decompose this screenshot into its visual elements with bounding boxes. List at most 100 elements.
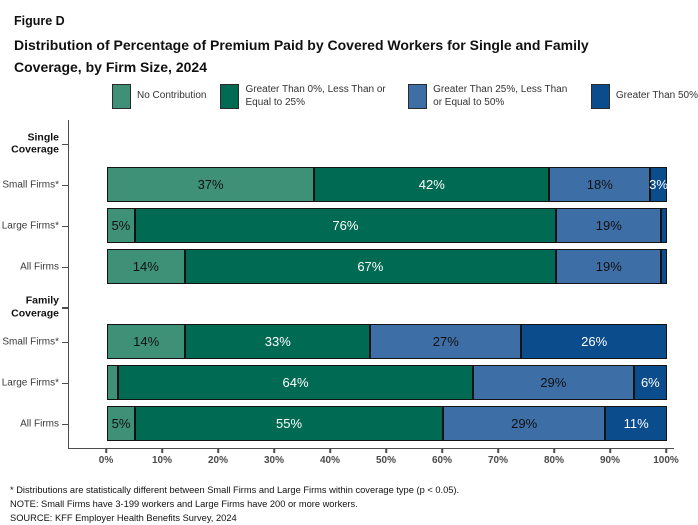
x-tick-label: 20% [207, 455, 229, 466]
x-tick-mark [105, 449, 107, 453]
bar-segment: 37% [107, 167, 315, 202]
legend-label: No Contribution [137, 90, 207, 102]
bar-row: Large Firms* 64% 29% 6% [2, 365, 674, 400]
bar-row: Small Firms* 14% 33% 27% 26% [2, 324, 674, 359]
bar-segment: 76% [134, 208, 557, 243]
bar-segment: 11% [605, 406, 667, 441]
legend-item: No Contribution [112, 84, 206, 109]
category-label: Small Firms* [2, 179, 59, 190]
legend-item: Greater Than 50% [590, 84, 698, 109]
x-tick-mark [161, 449, 163, 453]
category-label: Large Firms* [1, 377, 59, 388]
x-tick-label: 100% [653, 455, 679, 466]
bar-segment: 6% [633, 365, 667, 400]
x-tick-mark [441, 449, 443, 453]
bar-segment: 19% [556, 249, 662, 284]
bar-row: All Firms 5% 55% 29% 11% [20, 406, 674, 441]
legend-swatch-icon [590, 84, 610, 109]
bar-segment: 5% [107, 208, 135, 243]
bar-segment [661, 249, 667, 284]
legend-swatch-icon [408, 84, 428, 109]
bar-segment [661, 208, 667, 243]
group-label: Single Coverage [11, 130, 59, 156]
bar-row: Large Firms* 5% 76% 19% [2, 208, 674, 243]
y-tick [62, 225, 68, 227]
legend: No Contribution Greater Than 0%, Less Tha… [112, 84, 698, 109]
category-label: Large Firms* [1, 220, 59, 231]
x-axis: 0% 10% 20% 30% 40% 50% 60% 70% 80% 90% 100% [68, 449, 698, 473]
legend-label: Greater Than 25%, Less Than or Equal to … [433, 84, 568, 108]
figure-label: Figure D [14, 14, 65, 28]
footnotes: * Distributions are statistically differ… [10, 484, 690, 525]
x-tick-mark [217, 449, 219, 453]
group-row: Family Coverage [11, 290, 674, 324]
x-tick-label: 70% [487, 455, 509, 466]
x-tick-mark [329, 449, 331, 453]
category-label: All Firms [20, 418, 59, 429]
bar-row: All Firms 14% 67% 19% [20, 249, 674, 284]
stacked-bar: 14% 33% 27% 26% [107, 324, 667, 359]
category-label: All Firms [20, 261, 59, 272]
y-tick [62, 143, 68, 145]
x-tick-label: 60% [431, 455, 453, 466]
bar-segment: 64% [118, 365, 473, 400]
bar-segment: 18% [549, 167, 651, 202]
bar-segment: 19% [556, 208, 662, 243]
x-tick-label: 40% [319, 455, 341, 466]
bar-segment: 29% [443, 406, 606, 441]
x-tick-mark [497, 449, 499, 453]
stacked-bar: 64% 29% 6% [107, 365, 667, 400]
stacked-bar: 5% 76% 19% [107, 208, 667, 243]
bar-segment: 29% [472, 365, 634, 400]
x-tick-mark [609, 449, 611, 453]
stacked-bar: 37% 42% 18% 3% [107, 167, 668, 202]
x-tick-label: 90% [599, 455, 621, 466]
legend-item: Greater Than 25%, Less Than or Equal to … [408, 84, 577, 109]
bar-segment: 14% [107, 249, 185, 284]
figure-title: Distribution of Percentage of Premium Pa… [14, 37, 589, 75]
x-tick-label: 50% [375, 455, 397, 466]
bar-segment: 42% [314, 167, 550, 202]
y-tick [62, 382, 68, 384]
legend-label: Greater Than 50% [615, 90, 698, 102]
y-tick [62, 266, 68, 268]
x-tick-mark [665, 449, 667, 453]
y-tick [62, 341, 68, 343]
category-label: Small Firms* [2, 336, 59, 347]
legend-item: Greater Than 0%, Less Than or Equal to 2… [220, 84, 394, 109]
bar-segment: 26% [521, 324, 667, 359]
x-tick-label: 80% [543, 455, 565, 466]
y-tick [62, 307, 68, 309]
x-tick-label: 0% [98, 455, 114, 466]
bar-row: Small Firms* 37% 42% 18% 3% [2, 167, 674, 202]
footnote-note: NOTE: Small Firms have 3-199 workers and… [10, 498, 358, 509]
bar-segment: 5% [107, 406, 135, 441]
stacked-bar: 5% 55% 29% 11% [107, 406, 667, 441]
legend-swatch-icon [112, 84, 131, 109]
bar-segment: 67% [184, 249, 557, 284]
legend-swatch-icon [220, 84, 240, 109]
x-tick-label: 30% [263, 455, 285, 466]
x-tick-mark [273, 449, 275, 453]
footnote-source: SOURCE: KFF Employer Health Benefits Sur… [10, 512, 237, 523]
y-tick [62, 423, 68, 425]
stacked-bar: 14% 67% 19% [107, 249, 667, 284]
x-tick-label: 10% [151, 455, 173, 466]
bar-segment [107, 365, 119, 400]
plot-area: Single Coverage Small Firms* 37% 42% 18% 3% La… [2, 120, 674, 449]
group-row: Single Coverage [11, 120, 674, 167]
x-tick-mark [553, 449, 555, 453]
x-tick-mark [385, 449, 387, 453]
chart: Single Coverage Small Firms* 37% 42% 18% 3% La… [0, 120, 698, 473]
bar-segment: 14% [107, 324, 186, 359]
figure-header: Figure D Distribution of Percentage of P… [14, 14, 634, 78]
group-label: Family Coverage [11, 294, 59, 319]
bar-segment: 55% [135, 406, 443, 441]
y-tick [62, 184, 68, 186]
bar-segment: 3% [649, 167, 668, 202]
legend-label: Greater Than 0%, Less Than or Equal to 2… [245, 84, 386, 108]
bar-segment: 27% [370, 324, 522, 359]
bar-segment: 33% [185, 324, 371, 359]
footnote-asterisk: * Distributions are statistically differ… [10, 485, 460, 495]
